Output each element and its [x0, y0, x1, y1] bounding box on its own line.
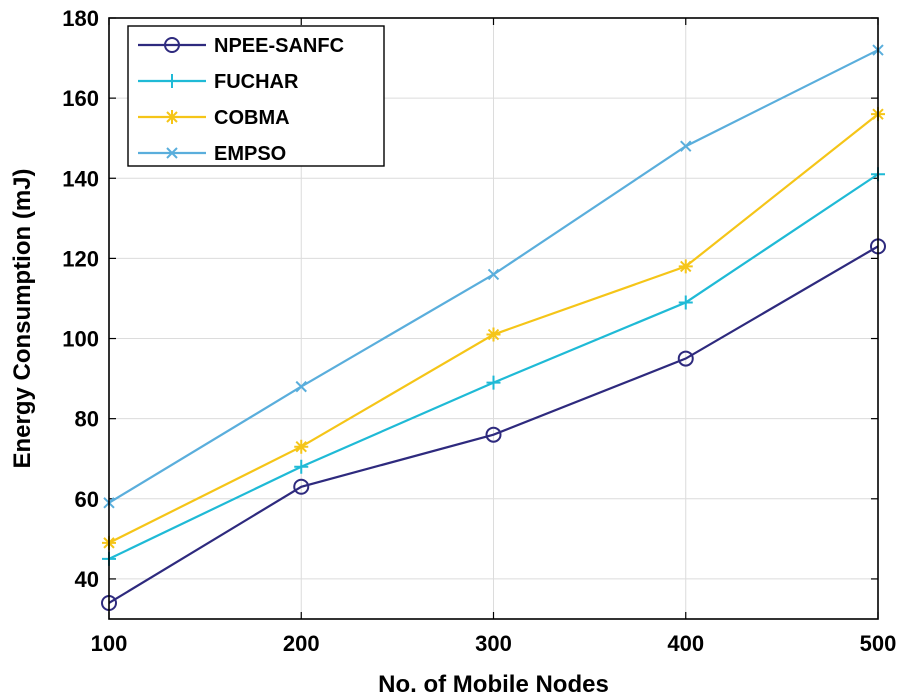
- x-tick-label: 100: [91, 631, 128, 656]
- y-tick-label: 140: [62, 166, 99, 191]
- x-tick-label: 500: [860, 631, 897, 656]
- legend: NPEE-SANFC FUCHAR COBMA EMPSO: [127, 25, 385, 167]
- data-point-empso: [295, 380, 307, 393]
- data-point-npee-sanfc: [293, 478, 310, 495]
- series-layer: [101, 44, 886, 611]
- x-tick-label: 400: [667, 631, 704, 656]
- data-point-cobma: [678, 259, 693, 274]
- legend-marker-cobma: [165, 110, 179, 124]
- legend-label-empso: EMPSO: [214, 143, 286, 165]
- y-tick-label: 60: [75, 487, 99, 512]
- data-point-fuchar: [486, 375, 501, 390]
- data-point-cobma: [294, 439, 309, 454]
- legend-label-npee-sanfc: NPEE-SANFC: [214, 35, 344, 57]
- legend-label-fuchar: FUCHAR: [214, 71, 299, 93]
- legend-box: [127, 25, 385, 167]
- legend-marker-npee-sanfc: [164, 37, 180, 53]
- data-point-npee-sanfc: [485, 426, 502, 443]
- legend-marker-fuchar: [165, 74, 179, 88]
- x-tick-label: 200: [283, 631, 320, 656]
- data-point-npee-sanfc: [677, 350, 694, 367]
- y-tick-label: 160: [62, 86, 99, 111]
- data-point-empso: [487, 268, 500, 281]
- legend-marker-empso: [166, 147, 178, 159]
- y-tick-label: 120: [62, 246, 99, 271]
- y-axis-label: Energy Consumption (mJ): [9, 168, 36, 468]
- plot-frame: [108, 17, 879, 620]
- series-line-npee-sanfc: [108, 245, 879, 604]
- x-axis-label: No. of Mobile Nodes: [378, 671, 609, 698]
- data-point-cobma: [486, 327, 501, 342]
- y-tick-label: 180: [62, 6, 99, 31]
- data-point-fuchar: [294, 459, 309, 474]
- y-tick-label: 100: [62, 327, 99, 352]
- y-tick-label: 80: [75, 407, 99, 432]
- y-tick-label: 40: [75, 567, 99, 592]
- legend-label-cobma: COBMA: [214, 107, 290, 129]
- data-point-fuchar: [678, 295, 693, 310]
- x-tick-label: 300: [475, 631, 512, 656]
- data-point-empso: [680, 140, 692, 152]
- tick-labels: 100 200 300 400 500 40 60 80 100 120 140 160 180: [62, 6, 896, 656]
